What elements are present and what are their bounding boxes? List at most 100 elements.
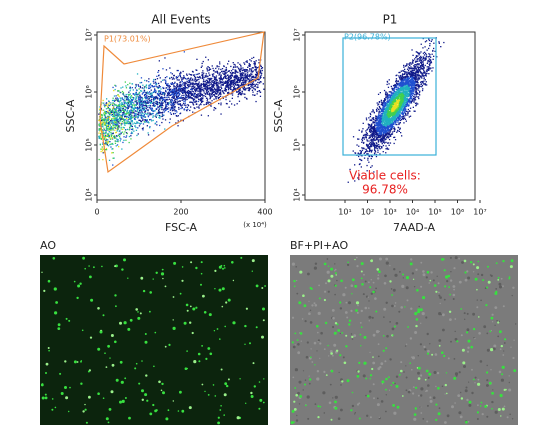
- event-dot: [405, 97, 407, 100]
- event-dot: [234, 77, 236, 79]
- event-dot: [114, 84, 116, 86]
- event-dot: [174, 106, 176, 108]
- event-dot: [228, 76, 230, 78]
- event-dot: [151, 94, 153, 97]
- event-dot: [229, 72, 232, 74]
- event-dot: [142, 115, 144, 117]
- event-dot: [102, 109, 104, 111]
- event-dot: [186, 98, 188, 101]
- event-dot: [142, 107, 144, 110]
- event-dot: [250, 80, 253, 82]
- event-dot: [242, 72, 244, 74]
- event-dot: [128, 105, 130, 107]
- event-dot: [211, 77, 213, 80]
- event-dot: [117, 125, 119, 127]
- event-dot: [187, 78, 189, 80]
- event-dot: [133, 108, 135, 111]
- event-dot: [251, 76, 253, 78]
- event-dot: [191, 101, 193, 103]
- event-dot: [115, 104, 118, 106]
- event-dot: [225, 72, 227, 75]
- event-dot: [226, 103, 228, 105]
- event-dot: [392, 93, 395, 95]
- event-dot: [417, 89, 419, 91]
- event-dot: [250, 68, 253, 70]
- event-dot: [125, 113, 127, 115]
- event-dot: [206, 100, 208, 102]
- event-dot: [134, 107, 136, 109]
- event-dot: [99, 144, 101, 146]
- event-dot: [124, 115, 126, 117]
- event-dot: [153, 78, 155, 81]
- event-dot: [415, 68, 417, 70]
- event-dot: [100, 132, 102, 134]
- event-dot: [224, 77, 227, 79]
- event-dot: [226, 80, 229, 82]
- event-dot: [104, 112, 106, 114]
- event-dot: [168, 98, 171, 100]
- event-dot: [150, 100, 152, 102]
- event-dot: [144, 102, 146, 104]
- event-dot: [390, 85, 392, 88]
- event-dot: [237, 96, 239, 98]
- event-dot: [128, 129, 131, 131]
- event-dot: [110, 131, 112, 134]
- event-dot: [223, 92, 225, 95]
- event-dot: [261, 67, 263, 70]
- event-dot: [108, 118, 110, 120]
- event-dot: [169, 109, 171, 111]
- event-dot: [165, 104, 168, 106]
- event-dot: [238, 84, 240, 86]
- event-dot: [127, 97, 129, 99]
- event-dot: [202, 90, 204, 92]
- event-dot: [152, 110, 154, 113]
- event-dot: [236, 103, 238, 105]
- event-dot: [183, 100, 185, 102]
- event-dot: [106, 124, 109, 127]
- event-dot: [371, 119, 373, 121]
- event-dot: [125, 106, 127, 109]
- event-dot: [103, 127, 105, 129]
- event-dot: [182, 77, 184, 79]
- event-dot: [131, 131, 133, 133]
- event-dot: [237, 84, 239, 86]
- event-dot: [104, 137, 106, 139]
- event-dot: [99, 135, 101, 137]
- event-dot: [211, 90, 213, 92]
- event-dot: [239, 80, 241, 82]
- event-dot: [125, 139, 127, 141]
- event-dot: [181, 89, 184, 91]
- event-dot: [158, 91, 160, 93]
- event-dot: [200, 90, 202, 92]
- event-dot: [248, 87, 251, 89]
- event-dot: [196, 95, 198, 97]
- event-dot: [101, 116, 103, 118]
- event-dot: [393, 94, 395, 96]
- event-dot: [171, 93, 173, 95]
- event-dot: [367, 144, 369, 147]
- event-dot: [398, 82, 401, 84]
- event-dot: [165, 69, 168, 71]
- event-dot: [166, 85, 169, 87]
- event-dot: [222, 70, 225, 72]
- event-dot: [230, 73, 232, 75]
- event-dot: [241, 82, 243, 84]
- event-dot: [411, 49, 413, 51]
- event-dot: [383, 107, 385, 109]
- event-dot: [422, 57, 425, 60]
- event-dot: [108, 115, 110, 117]
- event-dot: [370, 143, 372, 146]
- event-dot: [152, 116, 154, 118]
- event-dot: [115, 95, 117, 97]
- event-dot: [117, 121, 119, 123]
- event-dot: [124, 102, 126, 105]
- event-dot: [397, 113, 399, 115]
- event-dot: [176, 96, 178, 98]
- event-dot: [386, 98, 388, 100]
- event-dot: [404, 103, 406, 106]
- event-dot: [130, 118, 132, 120]
- event-dot: [174, 108, 176, 110]
- event-dot: [141, 93, 143, 95]
- event-dot: [196, 94, 198, 96]
- event-dot: [377, 93, 380, 95]
